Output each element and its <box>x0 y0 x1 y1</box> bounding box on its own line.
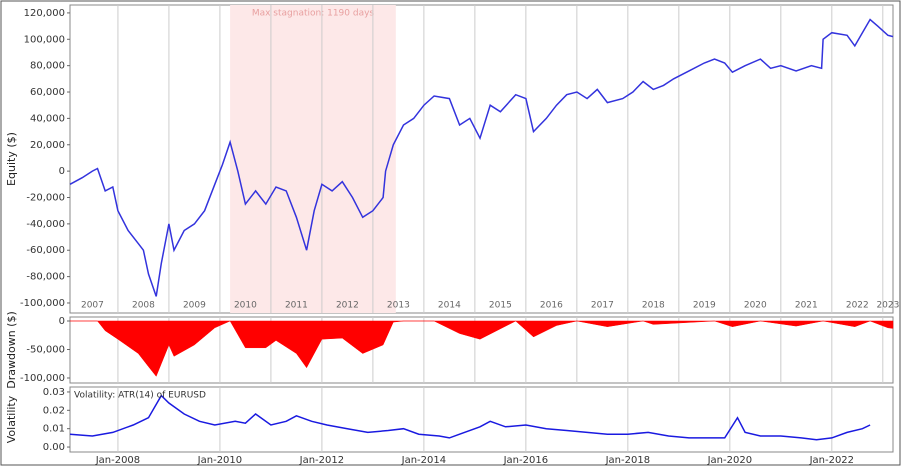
x-tick-label: Jan-2022 <box>809 455 854 466</box>
y-axis-label: Drawdown ($) <box>5 311 18 389</box>
x-tick-label: 2017 <box>591 301 614 311</box>
y-tick-label: 100,000 <box>24 34 65 45</box>
x-tick-label: Jan-2020 <box>707 455 752 466</box>
y-tick-label: -20,000 <box>26 193 65 204</box>
stagnation-band <box>230 5 396 313</box>
y-tick-label: 0.00 <box>43 442 65 453</box>
y-tick-label: 80,000 <box>30 61 65 72</box>
x-tick-label: Jan-2016 <box>503 455 548 466</box>
x-tick-label: 2007 <box>81 301 104 311</box>
legend-label: Volatility: ATR(14) of EURUSD <box>74 391 206 401</box>
x-tick-label: Jan-2014 <box>401 455 446 466</box>
y-tick-label: -100,000 <box>20 373 65 384</box>
y-tick-label: 0.01 <box>43 424 65 435</box>
x-tick-label: 2014 <box>438 301 461 311</box>
x-tick-label: 2013 <box>387 301 410 311</box>
y-tick-label: 20,000 <box>30 140 65 151</box>
y-tick-label: -60,000 <box>26 245 65 256</box>
x-tick-label: 2011 <box>285 301 308 311</box>
x-tick-label: 2009 <box>183 301 206 311</box>
y-tick-label: -80,000 <box>26 272 65 283</box>
y-tick-label: 0 <box>59 166 65 177</box>
x-tick-label: Jan-2012 <box>299 455 344 466</box>
stagnation-label: Max stagnation: 1190 days <box>252 9 375 19</box>
y-tick-label: 60,000 <box>30 87 65 98</box>
x-tick-label: 2019 <box>693 301 716 311</box>
y-tick-label: 40,000 <box>30 113 65 124</box>
y-tick-label: -100,000 <box>20 298 65 309</box>
x-tick-label: 2020 <box>744 301 767 311</box>
y-tick-label: 0.02 <box>43 405 65 416</box>
y-axis-label: Equity ($) <box>5 132 18 186</box>
y-tick-label: -50,000 <box>26 344 65 355</box>
x-tick-label: 2023 <box>876 301 899 311</box>
x-tick-label: 2016 <box>540 301 563 311</box>
y-tick-label: 0.03 <box>43 387 65 398</box>
panel <box>69 4 894 314</box>
y-tick-label: -40,000 <box>26 219 65 230</box>
x-tick-label: 2010 <box>234 301 257 311</box>
x-tick-label: 2015 <box>489 301 512 311</box>
x-tick-label: Jan-2010 <box>197 455 242 466</box>
x-tick-label: 2018 <box>642 301 665 311</box>
y-axis-label: Volatility <box>5 395 18 443</box>
drawdown-area <box>69 320 894 377</box>
y-tick-label: 120,000 <box>24 8 65 19</box>
y-tick-label: 0 <box>59 316 65 327</box>
x-tick-label: 2012 <box>336 301 359 311</box>
x-tick-label: 2022 <box>846 301 869 311</box>
panel <box>69 386 894 453</box>
x-tick-label: Jan-2008 <box>95 455 140 466</box>
x-tick-label: 2008 <box>132 301 155 311</box>
x-tick-label: Jan-2018 <box>605 455 650 466</box>
series-line <box>69 394 871 441</box>
series-line <box>69 18 894 297</box>
x-tick-label: 2021 <box>795 301 818 311</box>
